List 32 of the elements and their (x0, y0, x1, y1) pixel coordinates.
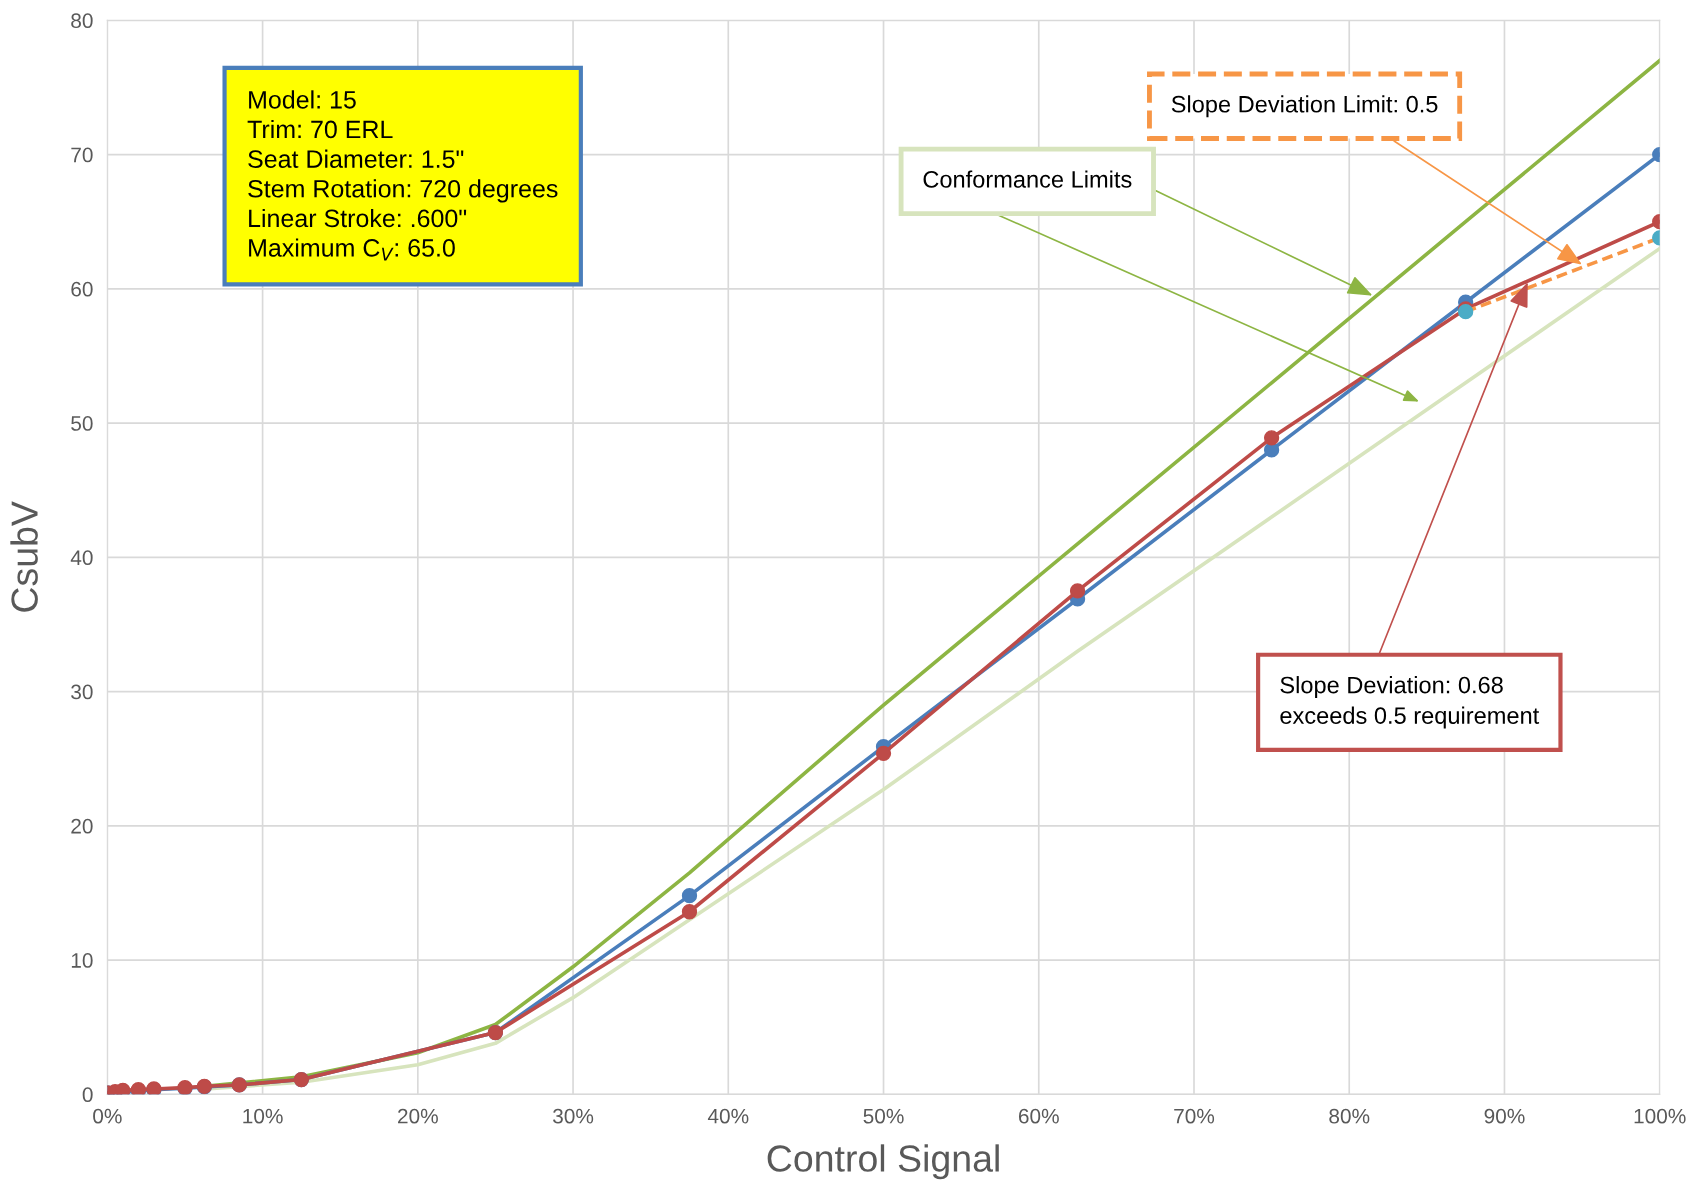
x-tick-label: 0% (93, 1108, 122, 1124)
point (1069, 583, 1086, 599)
x-tick-label: 30% (553, 1108, 594, 1124)
annotation: Slope Deviation Limit: 0.5 (1171, 95, 1438, 118)
annotation: Model: 15 Trim: 70 ERL Seat Diameter: 1.5" Stem Rotation: 720 degrees Linear Stroke: .600" Maximum C$_{V}$: 65.0 (247, 90, 558, 261)
y-tick-label: 80 (71, 13, 93, 29)
x-tick-label: 80% (1329, 1108, 1370, 1124)
x-tick-label: 10% (243, 1108, 283, 1124)
y-tick-label: 20 (71, 818, 93, 834)
y-tick-label: 60 (71, 281, 93, 297)
x-tick-label: 100% (1634, 1108, 1686, 1124)
point (681, 904, 698, 920)
annotation: Conformance Limits (923, 170, 1132, 188)
point (875, 745, 892, 761)
y-tick-label: 70 (71, 147, 93, 163)
x-tick-label: 60% (1018, 1108, 1059, 1124)
y-tick-label: 0 (82, 1087, 93, 1103)
y-axis-title: CsubV (10, 501, 38, 612)
point (681, 888, 698, 904)
x-tick-label: 70% (1174, 1108, 1215, 1124)
y-tick-label: 50 (71, 416, 93, 431)
point (1263, 430, 1280, 446)
x-tick-label: 90% (1484, 1108, 1525, 1124)
annotation: Slope Deviation: 0.68 exceeds 0.5 requirement (1280, 676, 1540, 729)
y-tick-label: 10 (71, 953, 93, 968)
y-tick-label: 30 (71, 684, 93, 700)
x-tick-label: 50% (863, 1108, 904, 1124)
x-tick-label: 40% (707, 1108, 749, 1124)
y-tick-label: 40 (70, 550, 93, 566)
point (1263, 442, 1280, 458)
x-axis-title: Control Signal (767, 1144, 999, 1180)
x-tick-label: 20% (398, 1108, 438, 1124)
